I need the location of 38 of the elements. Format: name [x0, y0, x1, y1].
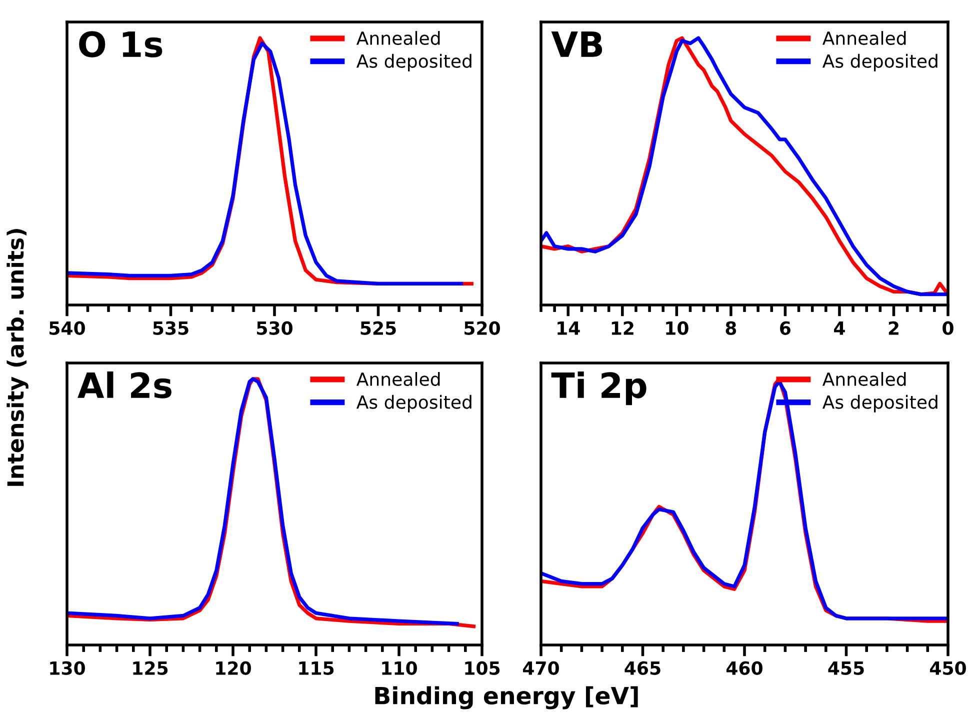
x-tick-label: 535: [153, 321, 188, 335]
x-tick-label: 130: [50, 661, 85, 675]
chart-title: VB: [551, 32, 602, 57]
x-tick-label: 2: [888, 321, 898, 335]
y-axis-title: Intensity (arb. units): [6, 229, 28, 486]
legend-label: Annealed: [356, 31, 440, 46]
legend-label: As deposited: [822, 394, 938, 412]
x-tick-label: 530: [257, 321, 292, 335]
x-tick-label: 10: [666, 321, 688, 335]
chart-title: Al 2s: [78, 371, 172, 398]
x-tick-label: 540: [50, 321, 85, 335]
x-tick-label: 470: [522, 661, 559, 675]
x-tick-label: 450: [930, 661, 966, 675]
x-tick-label: 0: [942, 321, 954, 335]
legend-label: Annealed: [822, 372, 906, 386]
chart-title: Ti 2p: [551, 371, 646, 406]
x-tick-label: 115: [299, 662, 334, 675]
legend-label: As deposited: [356, 54, 472, 72]
legend-label: Annealed: [356, 372, 440, 386]
legend-label: Annealed: [822, 31, 906, 46]
x-tick-label: 120: [216, 661, 251, 675]
x-tick-label: 525: [360, 321, 396, 335]
x-tick-label: 465: [624, 661, 660, 675]
x-tick-label: 4: [834, 322, 845, 335]
x-tick-label: 125: [133, 661, 168, 675]
x-tick-label: 6: [780, 321, 791, 335]
x-tick-label: 520: [464, 321, 500, 335]
x-tick-label: 110: [382, 661, 417, 675]
legend-label: As deposited: [822, 54, 938, 72]
x-tick-label: 460: [726, 661, 762, 675]
x-tick-label: 14: [558, 322, 580, 335]
legend-label: As deposited: [356, 394, 472, 412]
x-tick-label: 12: [612, 321, 634, 335]
x-tick-label: 105: [465, 661, 500, 675]
x-tick-label: 8: [726, 321, 736, 335]
chart-title: O 1s: [79, 31, 162, 58]
x-tick-label: 455: [828, 662, 864, 675]
x-axis-title: Binding energy [eV]: [375, 686, 638, 710]
